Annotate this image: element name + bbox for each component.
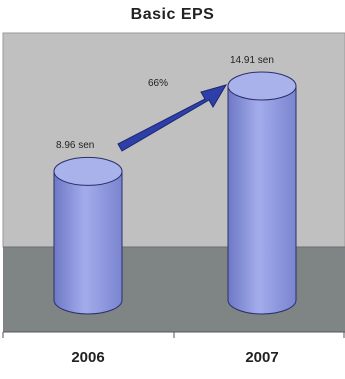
data-label: 14.91 sen bbox=[230, 55, 274, 66]
x-tick-label: 2007 bbox=[245, 349, 279, 366]
bar-top bbox=[53, 156, 123, 186]
bar-top bbox=[227, 71, 297, 101]
bar-body bbox=[53, 170, 123, 315]
bar-2007 bbox=[227, 71, 297, 315]
data-label: 8.96 sen bbox=[56, 140, 95, 152]
growth-annotation: 66% bbox=[148, 78, 169, 89]
x-tick-label: 2006 bbox=[71, 349, 105, 366]
bar-2006 bbox=[53, 156, 123, 315]
growth-arrow bbox=[117, 84, 228, 152]
bar-body bbox=[227, 85, 297, 315]
chart-title: Basic EPS bbox=[130, 6, 215, 23]
